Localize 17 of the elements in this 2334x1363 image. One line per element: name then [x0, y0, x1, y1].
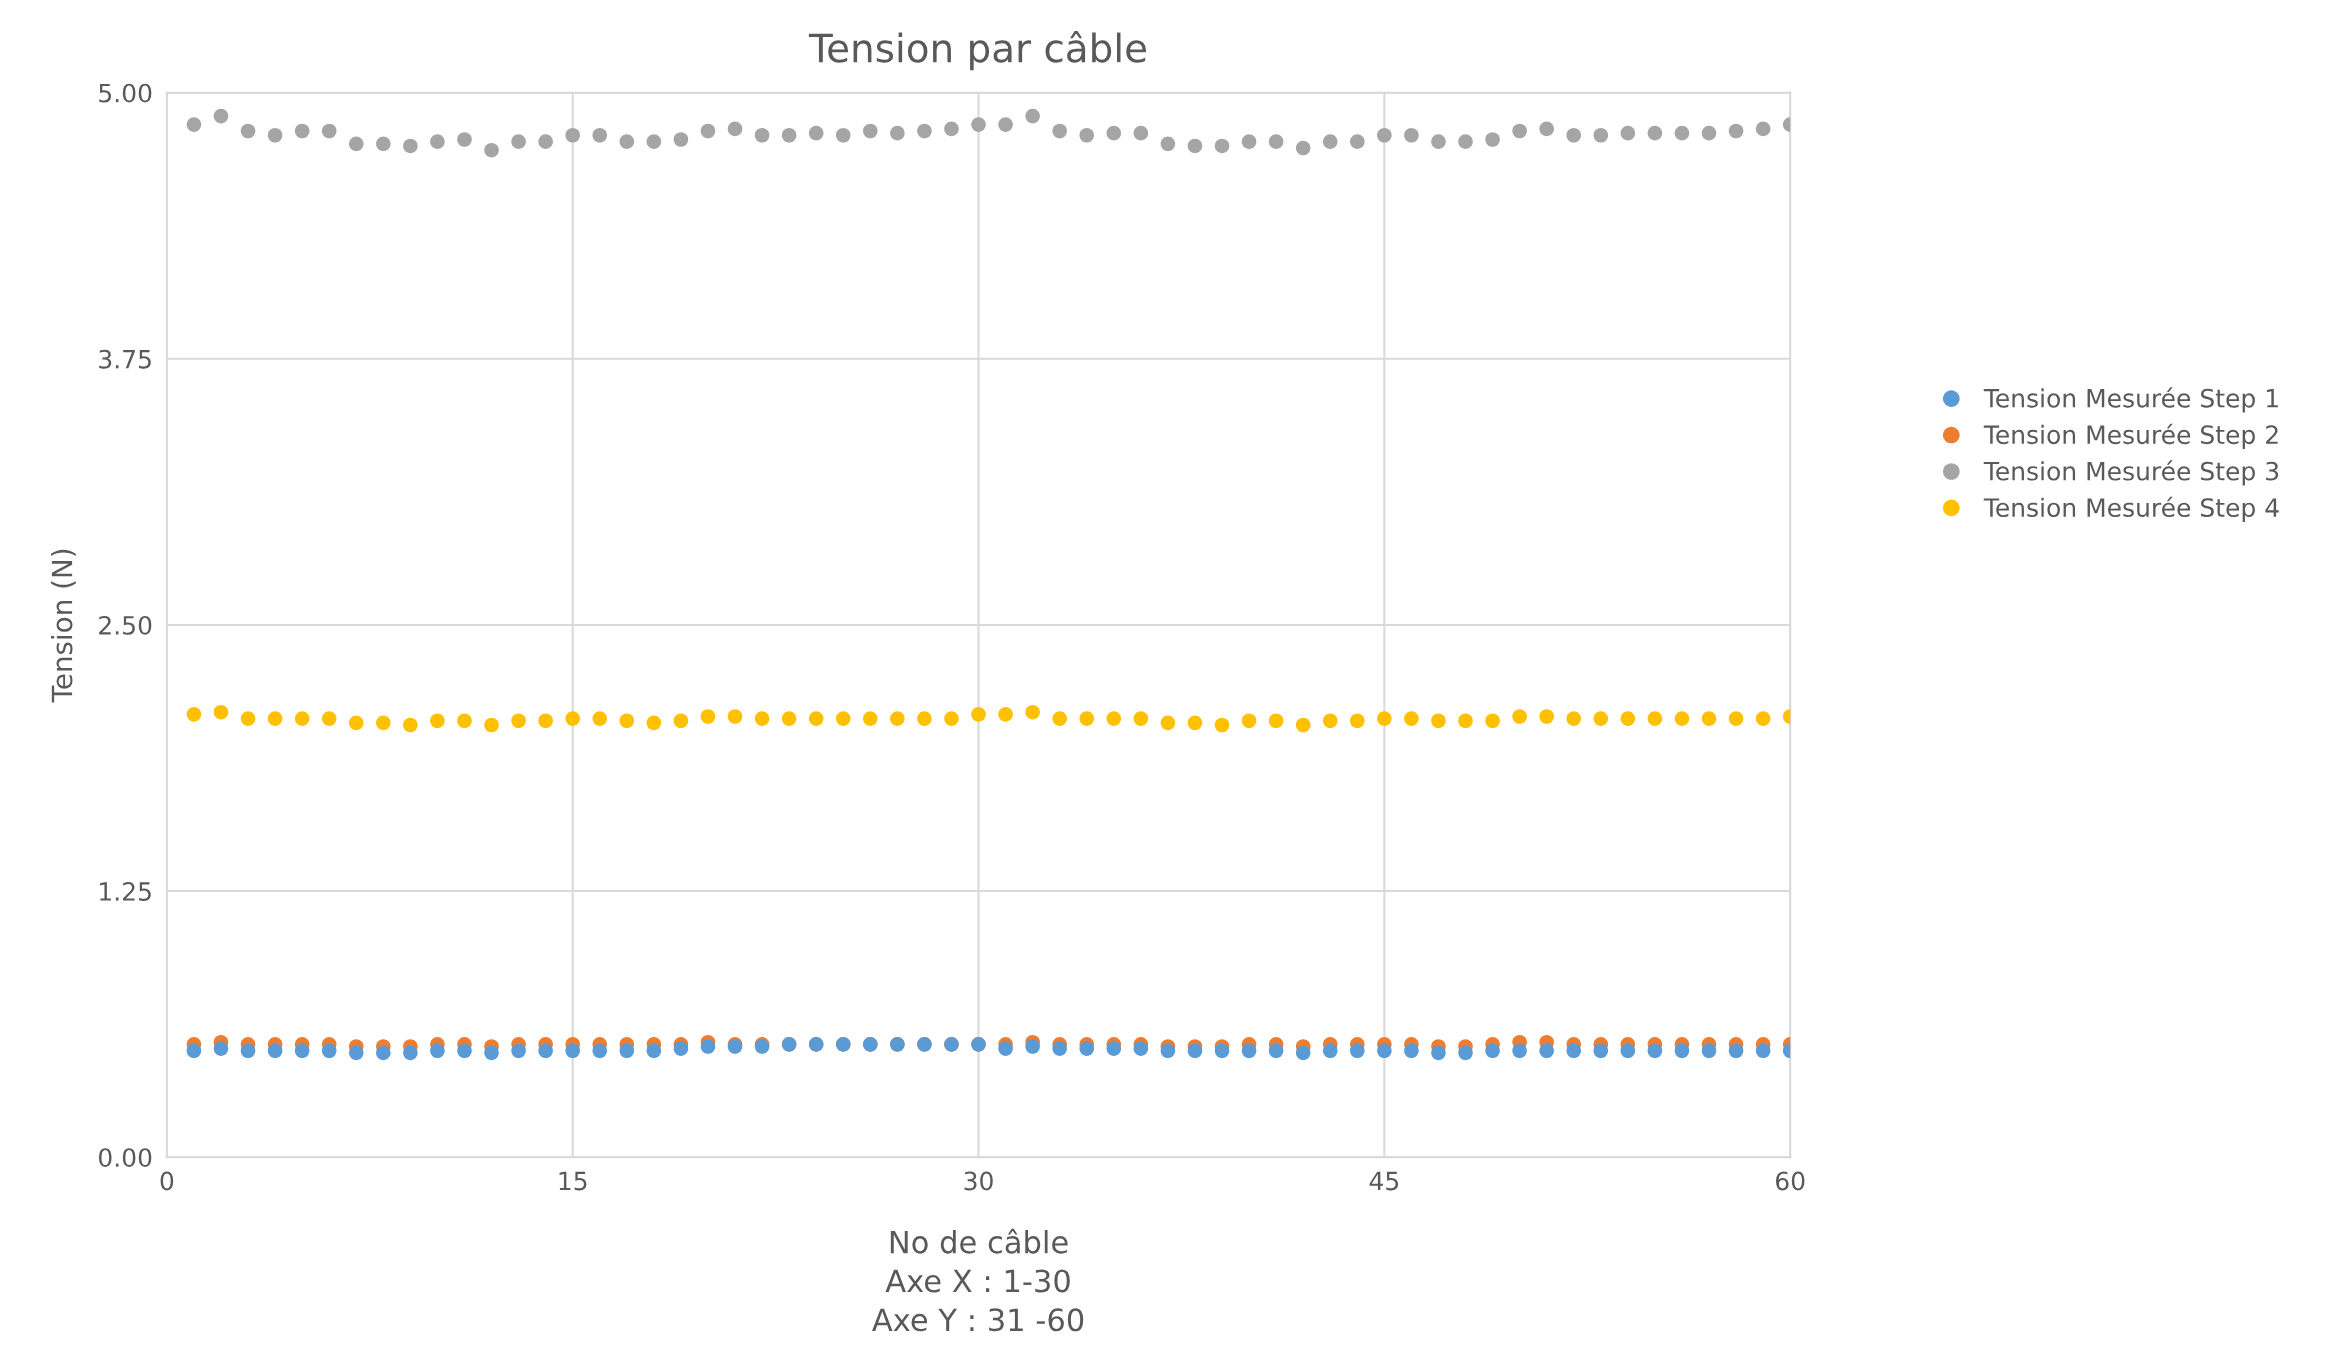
x-tick-label: 15: [559, 1171, 587, 1191]
y-axis-title: Tension (N): [51, 549, 76, 703]
y-tick-label: 5.00: [99, 83, 152, 103]
x-tick-label: 30: [964, 1171, 993, 1191]
legend-label: Tension Mesurée Step 3: [1983, 460, 2279, 486]
y-tick-label: 1.25: [100, 882, 151, 901]
x-tick-label: 0: [160, 1171, 174, 1191]
chart-title: Tension par câble: [808, 31, 1146, 71]
legend-label: Tension Mesurée Step 2: [1983, 423, 2278, 449]
y-tick-label: 2.50: [99, 615, 152, 635]
x-tick-label: 60: [1776, 1171, 1805, 1191]
x-axis-title: No de câble Axe X : 1-30 Axe Y : 31 -60: [872, 1228, 1084, 1332]
legend-label: Tension Mesurée Step 4: [1983, 496, 2279, 522]
y-tick-label: 0.00: [98, 1148, 152, 1168]
legend-label: Tension Mesurée Step 1: [1983, 387, 2278, 413]
x-tick-label: 45: [1369, 1171, 1399, 1191]
y-tick-label: 3.75: [99, 349, 151, 369]
